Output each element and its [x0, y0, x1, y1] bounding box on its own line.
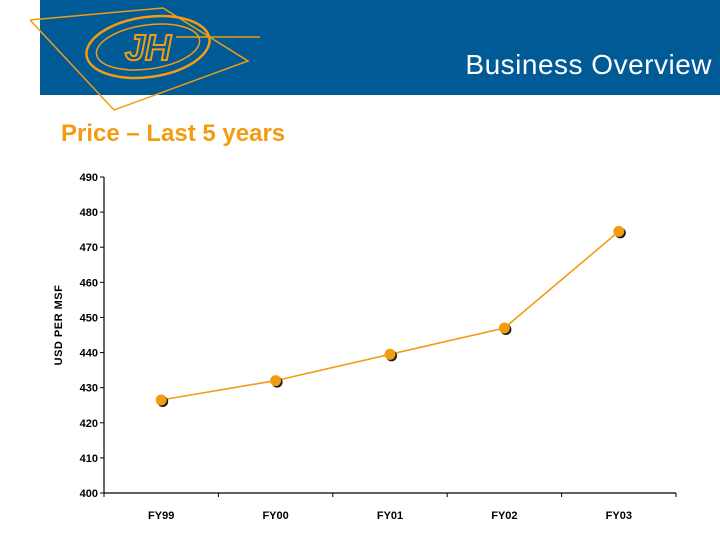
y-axis-ticks: 400 410 420 430 440 450 460 470 480 490: [80, 172, 104, 500]
y-tick-label: 470: [80, 242, 98, 254]
data-point: [498, 322, 510, 334]
series-line: [161, 230, 620, 401]
y-tick-label: 450: [80, 312, 98, 324]
y-tick-label: 440: [80, 348, 98, 360]
company-logo: JH: [30, 7, 260, 111]
logo-text: JH: [125, 27, 172, 68]
x-tick-label: FY99: [148, 510, 174, 522]
data-point: [270, 375, 282, 387]
x-tick-label: FY03: [606, 510, 632, 522]
data-point: [613, 225, 625, 237]
y-tick-label: 480: [80, 207, 98, 219]
y-tick-label: 460: [80, 277, 98, 289]
slide-heading: Price – Last 5 years: [61, 120, 286, 147]
x-tick-label: FY00: [262, 510, 288, 522]
x-axis-ticks: FY99 FY00 FY01 FY02 FY03: [103, 493, 677, 522]
x-tick-label: FY01: [377, 510, 403, 522]
y-tick-label: 430: [80, 383, 98, 395]
y-tick-label: 490: [80, 172, 98, 184]
data-point: [384, 348, 396, 360]
y-axis-label: USD PER MSF: [53, 285, 65, 366]
series-markers: [155, 225, 626, 407]
y-tick-label: 410: [80, 453, 98, 465]
y-tick-label: 400: [80, 488, 98, 500]
x-tick-label: FY02: [491, 510, 517, 522]
chart-axes: [103, 177, 676, 494]
y-tick-label: 420: [80, 418, 98, 430]
data-point: [155, 394, 167, 406]
header-title: Business Overview: [465, 49, 712, 80]
